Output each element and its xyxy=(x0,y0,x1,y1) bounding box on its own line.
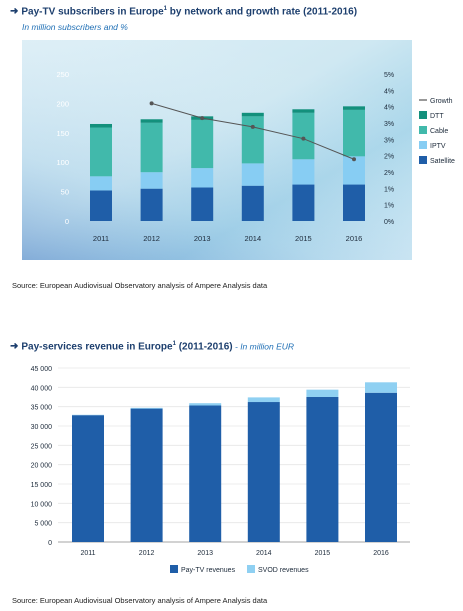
y-tick-label: 200 xyxy=(56,99,69,108)
bar-segment xyxy=(306,397,339,542)
bar-segment xyxy=(90,190,112,221)
bar-segment xyxy=(189,405,222,542)
chart2-title: ➜ Pay-services revenue in Europe1 (2011-2… xyxy=(10,341,295,353)
bar-segment xyxy=(191,187,214,221)
y-tick-label: 45 000 xyxy=(31,366,53,373)
bar-segment xyxy=(292,109,315,113)
bar-segment xyxy=(130,408,163,542)
bar-segment xyxy=(90,123,112,128)
chart1-svg: 0 50 100 150 200 250 0% 1% 1% 2% 2% 3% 3% 4% 4% 5% 201… xyxy=(22,40,455,260)
x-tick-label: 2012 xyxy=(143,234,160,243)
legend-label: Satellite xyxy=(430,158,455,165)
x-tick-label: 2014 xyxy=(244,234,261,243)
bar-segment xyxy=(292,184,315,221)
bar-segment xyxy=(247,402,280,542)
y2-tick-label: 2% xyxy=(384,170,394,177)
x-tick-label: 2016 xyxy=(373,550,389,557)
x-tick-label: 2011 xyxy=(80,550,95,557)
x-tick-label: 2012 xyxy=(139,550,155,557)
y2-tick-label: 3% xyxy=(384,137,394,144)
bar-segment xyxy=(343,184,365,221)
legend-swatch xyxy=(419,126,427,134)
growth-point xyxy=(149,101,154,106)
y-tick-label: 20 000 xyxy=(31,463,53,470)
chart1-subtitle: In million subscribers and % xyxy=(22,22,128,32)
bar-segment xyxy=(292,159,315,185)
y-tick-label: 35 000 xyxy=(31,405,53,412)
bar-segment xyxy=(365,392,397,542)
bar-segment xyxy=(247,397,280,403)
x-tick-label: 2016 xyxy=(346,234,363,243)
legend-label: SVOD revenues xyxy=(258,567,309,574)
bar-segment xyxy=(90,127,112,177)
y2-tick-label: 1% xyxy=(384,186,394,193)
bar-segment xyxy=(130,407,163,409)
bar-segment xyxy=(189,403,222,406)
legend-label: IPTV xyxy=(430,143,446,150)
bar-segment xyxy=(72,415,104,542)
chart1-title: ➜ Pay-TV subscribers in Europe1 by networ… xyxy=(10,6,358,18)
legend-swatch xyxy=(419,156,427,164)
y-tick-label: 25 000 xyxy=(31,443,53,450)
legend-label: Pay-TV revenues xyxy=(181,567,236,574)
bar-segment xyxy=(191,168,214,188)
bar-segment xyxy=(140,122,163,173)
bar-segment xyxy=(343,156,365,185)
arrow-icon: ➜ xyxy=(10,341,19,353)
chart2-source: Source: European Audiovisual Observatory… xyxy=(12,596,268,605)
bar-segment xyxy=(241,185,264,221)
bar-segment xyxy=(140,172,163,189)
bar-segment xyxy=(241,116,264,164)
bar-segment xyxy=(306,389,339,397)
y2-tick-label: 4% xyxy=(384,105,394,112)
chart2-svg: 0 5 000 10 000 15 000 20 000 25 000 30 000 35 0… xyxy=(31,366,410,574)
bar-segment xyxy=(343,109,365,157)
bar-segment xyxy=(292,112,315,160)
legend-label: DTT xyxy=(430,113,444,120)
legend-swatch xyxy=(170,565,178,573)
y-tick-label: 5 000 xyxy=(34,521,52,528)
bar-segment xyxy=(343,106,365,110)
y-tick-label: 30 000 xyxy=(31,424,53,431)
y-tick-label: 40 000 xyxy=(31,385,53,392)
y-tick-label: 15 000 xyxy=(31,482,53,489)
bar-segment xyxy=(241,112,264,117)
chart1-source: Source: European Audiovisual Observatory… xyxy=(12,281,268,290)
growth-point xyxy=(200,116,205,121)
x-tick-label: 2011 xyxy=(93,234,109,243)
legend-label: Cable xyxy=(430,128,448,135)
y-tick-label: 10 000 xyxy=(31,501,53,508)
x-tick-label: 2015 xyxy=(315,550,331,557)
x-tick-label: 2013 xyxy=(194,234,211,243)
growth-point xyxy=(250,124,255,129)
y2-tick-label: 4% xyxy=(384,88,394,95)
growth-point xyxy=(352,157,356,162)
legend-swatch xyxy=(247,565,255,573)
bar-segment xyxy=(140,188,163,221)
y2-tick-label: 0% xyxy=(384,219,394,226)
growth-point xyxy=(301,136,306,141)
bar-segment xyxy=(191,119,214,169)
bar-segment xyxy=(90,176,112,191)
y2-tick-label: 5% xyxy=(384,72,394,79)
legend-swatch xyxy=(419,111,427,119)
y2-tick-label: 3% xyxy=(384,121,394,128)
bar-segment xyxy=(241,163,264,186)
y-tick-label: 0 xyxy=(48,540,52,547)
legend-swatch xyxy=(419,141,427,149)
y-tick-label: 150 xyxy=(56,129,69,138)
y-tick-label: 0 xyxy=(65,217,69,226)
legend-label: Growth xyxy=(430,98,453,105)
y2-tick-label: 2% xyxy=(384,154,394,161)
y2-tick-label: 1% xyxy=(384,203,394,210)
x-tick-label: 2013 xyxy=(197,550,213,557)
bar-segment xyxy=(140,119,163,123)
arrow-icon: ➜ xyxy=(10,6,19,18)
x-tick-label: 2015 xyxy=(295,234,312,243)
y-tick-label: 50 xyxy=(61,188,69,197)
y-tick-label: 250 xyxy=(56,70,69,79)
bar-segment xyxy=(365,382,397,393)
y-tick-label: 100 xyxy=(56,158,69,167)
x-tick-label: 2014 xyxy=(256,550,272,557)
